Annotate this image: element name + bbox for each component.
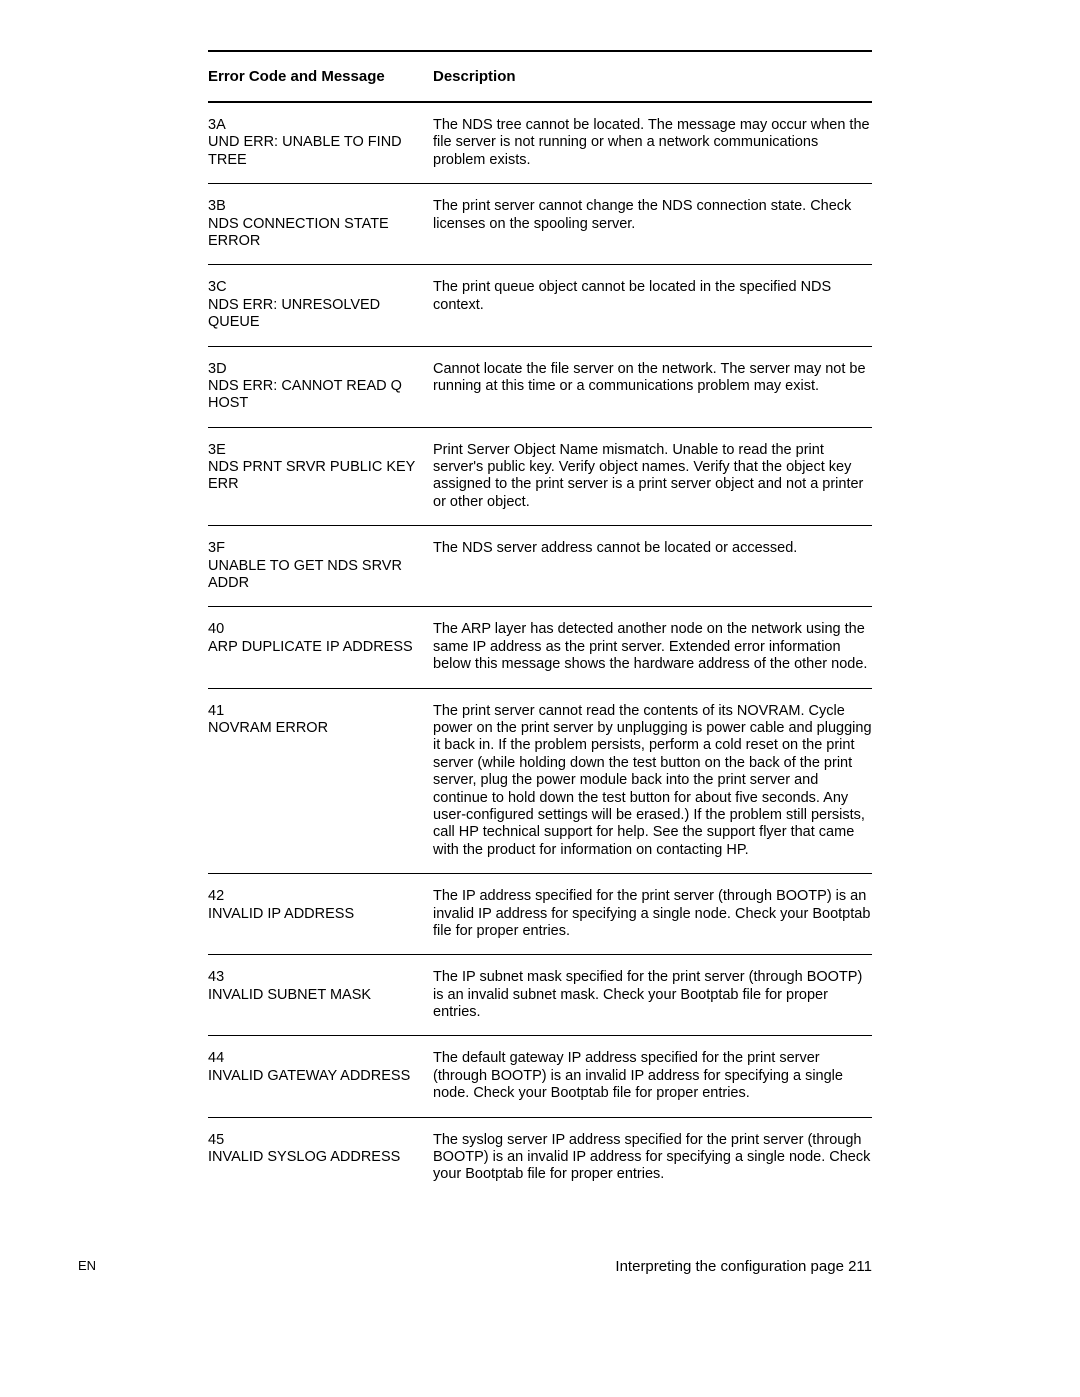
description-cell: The print server cannot read the content… xyxy=(433,703,872,860)
table-row: 42 INVALID IP ADDRESSThe IP address spec… xyxy=(208,874,872,955)
error-code-cell: 40 ARP DUPLICATE IP ADDRESS xyxy=(208,621,433,673)
description-cell: The NDS server address cannot be located… xyxy=(433,540,872,592)
table-row: 3E NDS PRNT SRVR PUBLIC KEY ERRPrint Ser… xyxy=(208,428,872,527)
header-description: Description xyxy=(433,68,872,85)
description-cell: The syslog server IP address specified f… xyxy=(433,1132,872,1184)
table-row: 3A UND ERR: UNABLE TO FIND TREEThe NDS t… xyxy=(208,103,872,184)
description-cell: The ARP layer has detected another node … xyxy=(433,621,872,673)
table-row: 43 INVALID SUBNET MASKThe IP subnet mask… xyxy=(208,955,872,1036)
footer-left-label: EN xyxy=(78,1258,96,1273)
error-code-cell: 3A UND ERR: UNABLE TO FIND TREE xyxy=(208,117,433,169)
table-row: 45 INVALID SYSLOG ADDRESSThe syslog serv… xyxy=(208,1118,872,1198)
description-cell: The print server cannot change the NDS c… xyxy=(433,198,872,250)
error-code-cell: 3C NDS ERR: UNRESOLVED QUEUE xyxy=(208,279,433,331)
table-row: 41 NOVRAM ERRORThe print server cannot r… xyxy=(208,689,872,875)
table-row: 40 ARP DUPLICATE IP ADDRESSThe ARP layer… xyxy=(208,607,872,688)
description-cell: Print Server Object Name mismatch. Unabl… xyxy=(433,442,872,512)
description-cell: The default gateway IP address specified… xyxy=(433,1050,872,1102)
error-code-cell: 3D NDS ERR: CANNOT READ Q HOST xyxy=(208,361,433,413)
table-row: 3D NDS ERR: CANNOT READ Q HOSTCannot loc… xyxy=(208,347,872,428)
page-footer: EN Interpreting the configuration page 2… xyxy=(208,1258,872,1275)
description-cell: The print queue object cannot be located… xyxy=(433,279,872,331)
description-cell: The IP address specified for the print s… xyxy=(433,888,872,940)
page-content: Error Code and Message Description 3A UN… xyxy=(0,0,1080,1325)
error-code-cell: 41 NOVRAM ERROR xyxy=(208,703,433,860)
description-cell: The NDS tree cannot be located. The mess… xyxy=(433,117,872,169)
error-code-table: Error Code and Message Description 3A UN… xyxy=(208,50,872,1198)
table-row: 3B NDS CONNECTION STATE ERRORThe print s… xyxy=(208,184,872,265)
footer-right-label: Interpreting the configuration page 211 xyxy=(208,1258,872,1275)
table-header-row: Error Code and Message Description xyxy=(208,52,872,103)
table-row: 3F UNABLE TO GET NDS SRVR ADDRThe NDS se… xyxy=(208,526,872,607)
error-code-cell: 42 INVALID IP ADDRESS xyxy=(208,888,433,940)
error-code-cell: 44 INVALID GATEWAY ADDRESS xyxy=(208,1050,433,1102)
error-code-cell: 45 INVALID SYSLOG ADDRESS xyxy=(208,1132,433,1184)
table-rows-container: 3A UND ERR: UNABLE TO FIND TREEThe NDS t… xyxy=(208,103,872,1198)
error-code-cell: 3E NDS PRNT SRVR PUBLIC KEY ERR xyxy=(208,442,433,512)
error-code-cell: 43 INVALID SUBNET MASK xyxy=(208,969,433,1021)
description-cell: Cannot locate the file server on the net… xyxy=(433,361,872,413)
description-cell: The IP subnet mask specified for the pri… xyxy=(433,969,872,1021)
header-code: Error Code and Message xyxy=(208,68,433,85)
table-row: 44 INVALID GATEWAY ADDRESSThe default ga… xyxy=(208,1036,872,1117)
error-code-cell: 3B NDS CONNECTION STATE ERROR xyxy=(208,198,433,250)
table-row: 3C NDS ERR: UNRESOLVED QUEUEThe print qu… xyxy=(208,265,872,346)
error-code-cell: 3F UNABLE TO GET NDS SRVR ADDR xyxy=(208,540,433,592)
